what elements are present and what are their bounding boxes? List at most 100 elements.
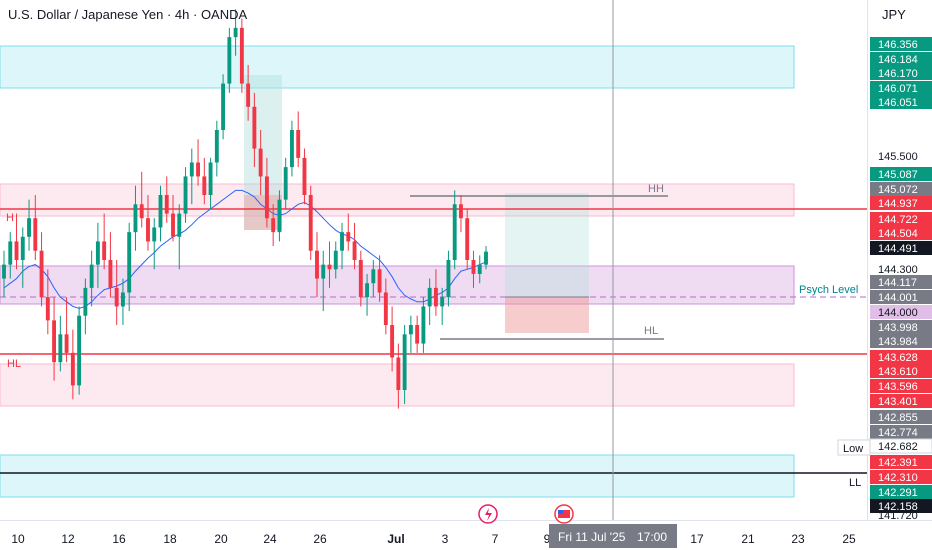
candle-body (233, 27, 238, 38)
candle-body (208, 162, 213, 195)
price-tag-label: 142.291 (878, 487, 918, 499)
candle-body (120, 292, 125, 307)
x-tick-label: 16 (112, 532, 126, 546)
x-tick-label: 3 (442, 532, 449, 546)
price-tag (870, 196, 932, 210)
price-tag (870, 334, 932, 348)
candle-body (108, 260, 113, 288)
price-tag-label: 146.071 (878, 83, 918, 95)
candle-body (427, 287, 432, 307)
x-tick-label: 17 (690, 532, 704, 546)
candle-body (221, 83, 226, 130)
x-tick-label: 26 (313, 532, 327, 546)
candle-body (14, 241, 19, 260)
candle-body (177, 213, 182, 237)
candle-body (158, 195, 163, 228)
candle-body (239, 27, 244, 84)
crosshair-date: Fri 11 Jul '25 (558, 530, 626, 544)
highlight-box-red (244, 195, 282, 230)
x-tick-label: 24 (263, 532, 277, 546)
candle-body (415, 325, 420, 344)
psych-level-label: Psych Level (799, 284, 858, 296)
candle-body (164, 195, 169, 214)
x-tick-label: 9 (544, 532, 551, 546)
price-tag-label: 146.356 (878, 39, 918, 51)
candle-body (365, 283, 370, 298)
candle-body (77, 315, 82, 386)
candle-body (371, 269, 376, 284)
candle-body (315, 250, 319, 279)
candle-body (308, 195, 313, 251)
candle-body (202, 176, 207, 195)
price-tag-label: 145.087 (878, 169, 918, 181)
x-tick-label: 12 (61, 532, 75, 546)
price-tag-label: 146.170 (878, 68, 918, 80)
candle-body (33, 218, 38, 251)
price-tag (870, 499, 932, 513)
x-tick-label: 23 (791, 532, 805, 546)
position-stop-zone (505, 297, 589, 333)
chart-title: U.S. Dollar / Japanese Yen · 4h · OANDA (8, 7, 248, 22)
crosshair-time: 17:00 (637, 530, 667, 544)
candle-body (52, 320, 57, 363)
price-tag (870, 275, 932, 289)
candle-body (27, 218, 31, 237)
candle-body (214, 130, 219, 163)
price-tag (870, 425, 932, 439)
candle-body (89, 264, 94, 288)
candle-body (114, 287, 119, 307)
hl-label-left: HL (7, 358, 21, 370)
candle-body (95, 241, 100, 265)
candle-body (20, 236, 25, 260)
price-tag-label: 142.682 (878, 441, 918, 453)
price-tag-label: 143.628 (878, 352, 918, 364)
x-tick-label: Jul (387, 532, 404, 546)
price-tag (870, 167, 932, 181)
crosshair-date-box (549, 524, 677, 548)
candle-body (465, 218, 470, 260)
candle-body (271, 218, 276, 233)
price-tag-label: 142.158 (878, 501, 918, 513)
candle-body (290, 130, 294, 168)
price-tag-label: 146.184 (878, 54, 918, 66)
price-tag-label: 143.401 (878, 396, 918, 408)
candle-body (2, 264, 6, 279)
x-tick-label: 7 (492, 532, 499, 546)
candle-body (139, 204, 144, 219)
candle-body (377, 269, 382, 293)
zone-bottom-blue (0, 454, 795, 498)
currency-label[interactable]: JPY (882, 7, 906, 22)
price-tag-label: 142.391 (878, 457, 918, 469)
price-tag-label: 146.051 (878, 97, 918, 109)
price-tag (870, 320, 932, 334)
price-tag-label: 143.998 (878, 322, 918, 334)
price-tag (870, 290, 932, 304)
y-tick-label: 144.300 (878, 264, 918, 276)
candle-body (327, 264, 332, 270)
price-tag (870, 52, 932, 66)
candle-body (196, 162, 200, 177)
price-tag-label: 144.491 (878, 243, 918, 255)
candle-body (296, 130, 301, 158)
candle-body (396, 357, 401, 390)
x-tick-label: 20 (214, 532, 228, 546)
candle-body (146, 218, 150, 242)
candle-body (321, 264, 326, 279)
candle-body (39, 250, 44, 298)
time-axis-background (0, 520, 868, 550)
candle-body (183, 176, 188, 214)
candle-body (459, 204, 463, 219)
candle-body (446, 260, 451, 298)
price-tag-label: 144.000 (878, 307, 918, 319)
candle-body (383, 292, 388, 325)
candle-body (171, 213, 175, 237)
price-tag-label: 143.610 (878, 366, 918, 378)
candle-body (252, 106, 257, 149)
hl-label-right: HL (644, 325, 658, 337)
candle-body (277, 199, 282, 233)
price-tag (870, 241, 932, 255)
candle-body (127, 232, 132, 293)
candle-body (58, 334, 63, 363)
